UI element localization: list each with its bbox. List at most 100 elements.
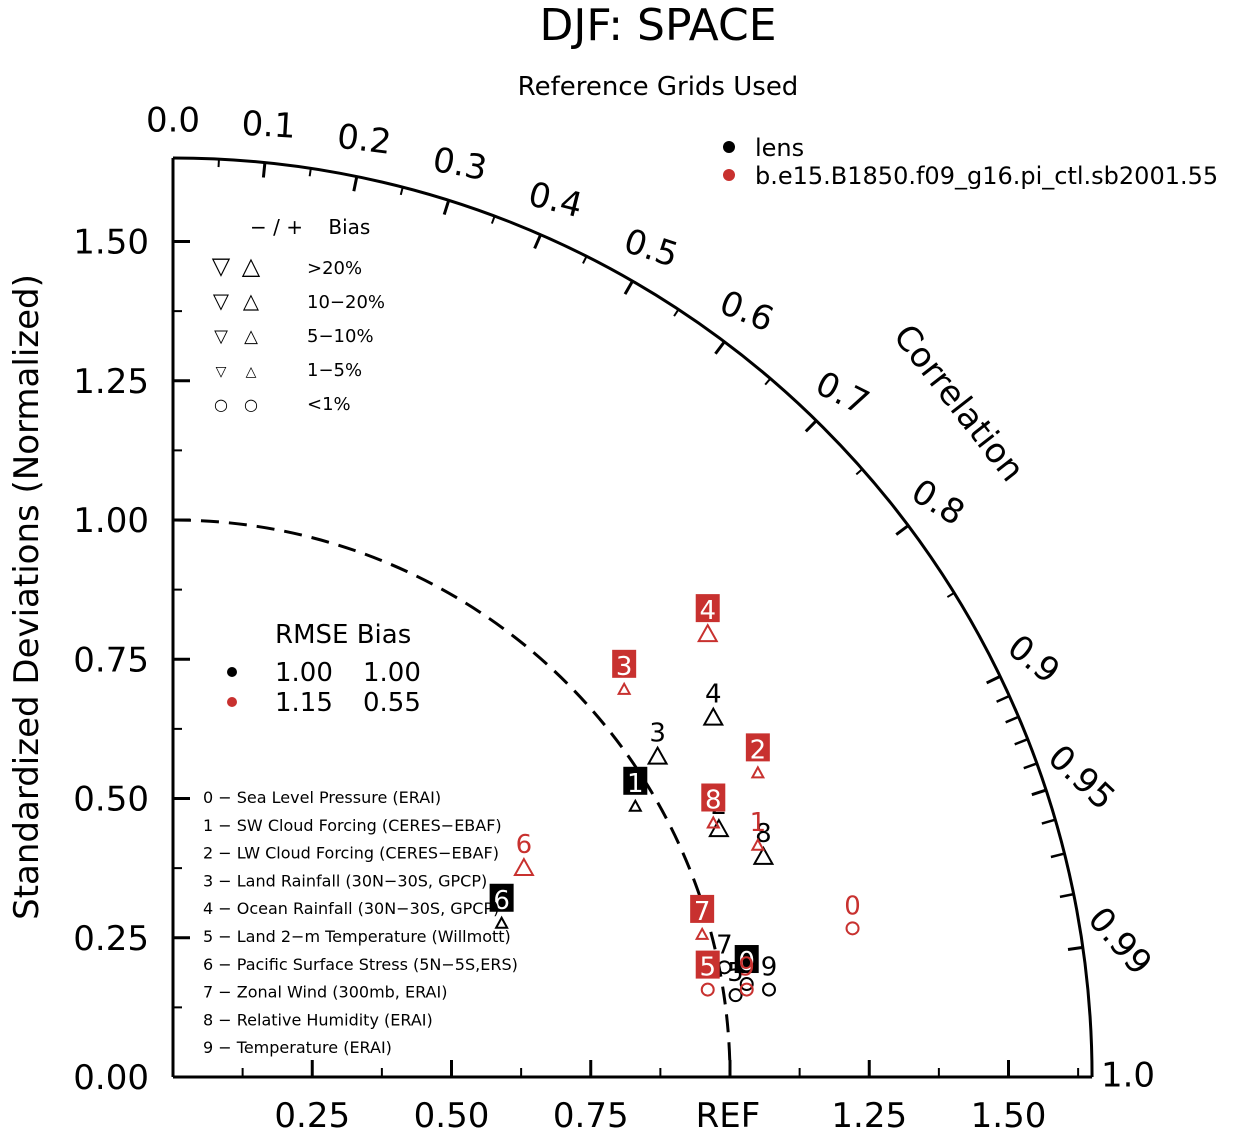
correlation-minor-tick [354, 176, 358, 185]
y-tick-label: 0.25 [73, 919, 149, 959]
correlation-minor-tick [1005, 715, 1020, 724]
correlation-minor-tick [992, 675, 1001, 681]
x-tick-label: 0.75 [553, 1096, 629, 1135]
point-label: 9 [761, 953, 778, 983]
point-label: 0 [844, 891, 861, 921]
correlation-label: Correlation [885, 317, 1032, 489]
correlation-minor-tick [490, 215, 496, 224]
bias-neg-symbol: ▽ [213, 289, 230, 313]
point-label: 6 [516, 830, 533, 860]
correlation-minor-tick [1014, 738, 1029, 746]
point-box [612, 649, 637, 678]
data-point-lens-6: 6 [489, 883, 514, 929]
data-point-ctl-5: 5 [695, 950, 720, 997]
point-label: 1 [750, 808, 767, 838]
point-marker [513, 857, 535, 877]
data-point-lens-0: 0 [734, 945, 759, 992]
point-marker [616, 681, 632, 695]
point-label: 8 [705, 786, 722, 816]
correlation-minor-tick [445, 199, 450, 209]
point-box [489, 883, 514, 912]
correlation-minor-tick [582, 255, 588, 264]
data-point-ctl-6: 6 [513, 830, 535, 877]
correlation-minor-tick [627, 280, 634, 289]
point-box [695, 594, 720, 623]
outer-arc [172, 156, 1094, 1078]
point-marker [752, 845, 775, 865]
variable-legend-item: 1 − SW Cloud Forcing (CERES−EBAF) [203, 816, 502, 835]
correlation-tick-label: 0.5 [619, 221, 683, 276]
correlation-minor-tick [946, 592, 955, 598]
bias-legend: − / + Bias ▽ △ >20% ▽ △ 10−20% ▽ △ 5−10% ▽ △ 1−5% ○ ○ <… [212, 215, 385, 415]
rmse-legend-header: RMSE Bias [275, 620, 411, 650]
bias-value: 1.00 [363, 658, 421, 688]
point-marker [750, 837, 766, 851]
correlation-tick-label: 0.4 [524, 174, 586, 226]
data-point-lens-9: 9 [761, 953, 778, 997]
correlation-tick [1067, 945, 1084, 951]
chart-subtitle: Reference Grids Used [518, 72, 799, 102]
point-marker [761, 982, 776, 997]
point-box [734, 945, 759, 974]
legend-series-label: b.e15.B1850.f09_g16.pi_ctl.sb2001.55 [755, 162, 1218, 190]
point-label: 1 [627, 769, 644, 799]
bias-pos-symbol: △ [246, 364, 257, 380]
variable-legend-item: 3 − Land Rainfall (30N−30S, GPCP) [203, 871, 487, 890]
data-point-lens-5: 5 [727, 958, 744, 1003]
variable-legend-item: 6 − Pacific Surface Stress (5N−5S,ERS) [203, 955, 518, 974]
data-point-lens-3: 3 [646, 719, 669, 765]
point-marker [739, 977, 754, 992]
point-marker [702, 706, 724, 726]
point-marker [706, 815, 721, 829]
bias-value: 0.55 [363, 688, 421, 718]
correlation-tick-label: 0.1 [240, 104, 296, 147]
legend-swatch [723, 141, 735, 153]
bias-range-label: <1% [307, 394, 351, 415]
correlation-minor-tick [996, 694, 1010, 703]
point-marker [494, 915, 509, 929]
correlation-minor-tick [1050, 852, 1065, 859]
point-label: 3 [649, 719, 666, 749]
data-point-ctl-0: 0 [844, 891, 861, 936]
bias-pos-symbol: △ [242, 252, 261, 280]
point-marker [750, 765, 766, 779]
correlation-minor-tick [718, 341, 726, 349]
point-box [690, 894, 715, 923]
rmse-swatch [227, 697, 237, 707]
correlation-minor-tick [536, 234, 542, 243]
y-tick-label: 0.00 [73, 1058, 149, 1098]
point-marker [628, 798, 643, 812]
point-marker [646, 745, 669, 765]
bias-range-label: 1−5% [307, 360, 362, 381]
y-axis-title: Standardized Deviations (Normalized) [7, 274, 47, 920]
bias-neg-symbol: ▽ [214, 326, 228, 347]
point-marker [728, 988, 743, 1003]
reference-arc [172, 518, 732, 1078]
variable-legend-item: 5 − Land 2−m Temperature (Willmott) [203, 927, 511, 946]
correlation-minor-tick [308, 168, 312, 177]
point-marker [739, 982, 754, 997]
correlation-tick-label: 0.3 [430, 140, 490, 189]
variable-legend: 0 − Sea Level Pressure (ERAI) 1 − SW Clou… [203, 788, 518, 1057]
x-tick-label: 0.25 [274, 1096, 350, 1135]
correlation-tick-label: 0.8 [904, 471, 971, 534]
legend-swatch [723, 169, 735, 181]
correlation-tick-label: 0.9 [1000, 627, 1067, 692]
correlation-minor-tick [1041, 818, 1056, 825]
data-point-ctl-2: 2 [745, 733, 770, 779]
rmse-swatch [227, 667, 237, 677]
correlation-tick-label: 0.2 [335, 117, 393, 163]
data-point-ctl-3: 3 [612, 649, 637, 695]
y-tick-label: 1.25 [73, 362, 149, 402]
variable-legend-item: 9 − Temperature (ERAI) [203, 1038, 392, 1057]
point-box [701, 783, 726, 812]
point-label: 4 [705, 680, 722, 710]
point-label: 6 [493, 886, 510, 916]
correlation-ticks: 0.0 0.1 0.20.30.40.50.60.70.80.90.950.991.… [146, 101, 1160, 1096]
point-label: 7 [694, 897, 711, 927]
rmse-value: 1.00 [275, 658, 333, 688]
chart-title: DJF: SPACE [539, 0, 776, 51]
data-point-ctl-4: 4 [695, 594, 720, 643]
